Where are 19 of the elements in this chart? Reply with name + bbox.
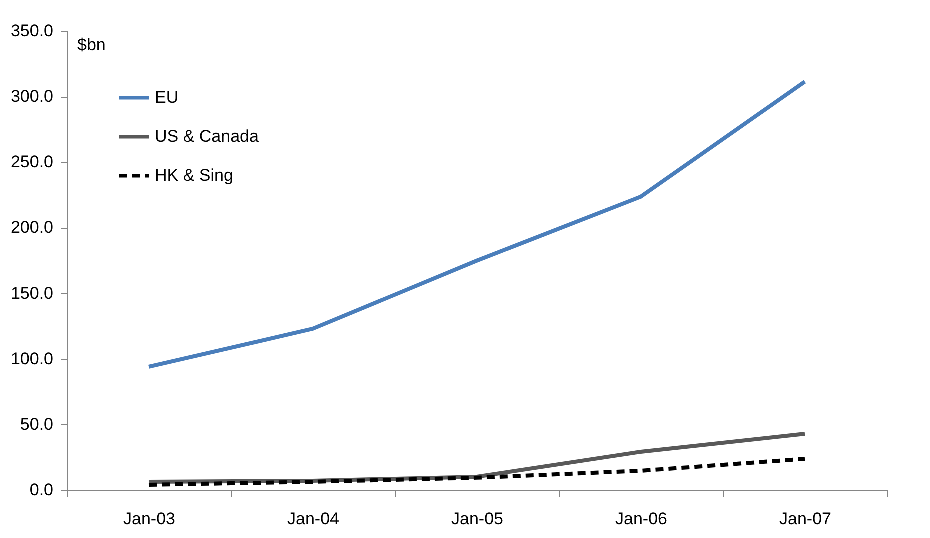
y-tick-label: 0.0 <box>30 480 54 500</box>
x-tick-label: Jan-03 <box>124 510 176 528</box>
x-tick-label: Jan-05 <box>452 510 504 528</box>
y-tick-label: 300.0 <box>10 87 54 106</box>
x-tick-label: Jan-06 <box>616 510 668 528</box>
line-series <box>147 457 807 488</box>
line-series <box>147 80 807 369</box>
y-axis-title: $bn <box>78 36 106 54</box>
legend-label: EU <box>155 88 179 107</box>
y-tick-label: 150.0 <box>10 284 54 303</box>
legend-label: US & Canada <box>155 127 260 146</box>
legend-label: HK & Sing <box>155 166 234 185</box>
y-tick-label: 100.0 <box>10 349 54 368</box>
x-tick-label: Jan-07 <box>780 510 832 528</box>
y-tick-label: 250.0 <box>10 152 54 172</box>
y-tick-label: 200.0 <box>10 218 54 238</box>
y-tick-label: 350.0 <box>10 22 54 40</box>
y-tick-label: 50.0 <box>20 414 54 434</box>
x-tick-label: Jan-04 <box>288 510 340 528</box>
